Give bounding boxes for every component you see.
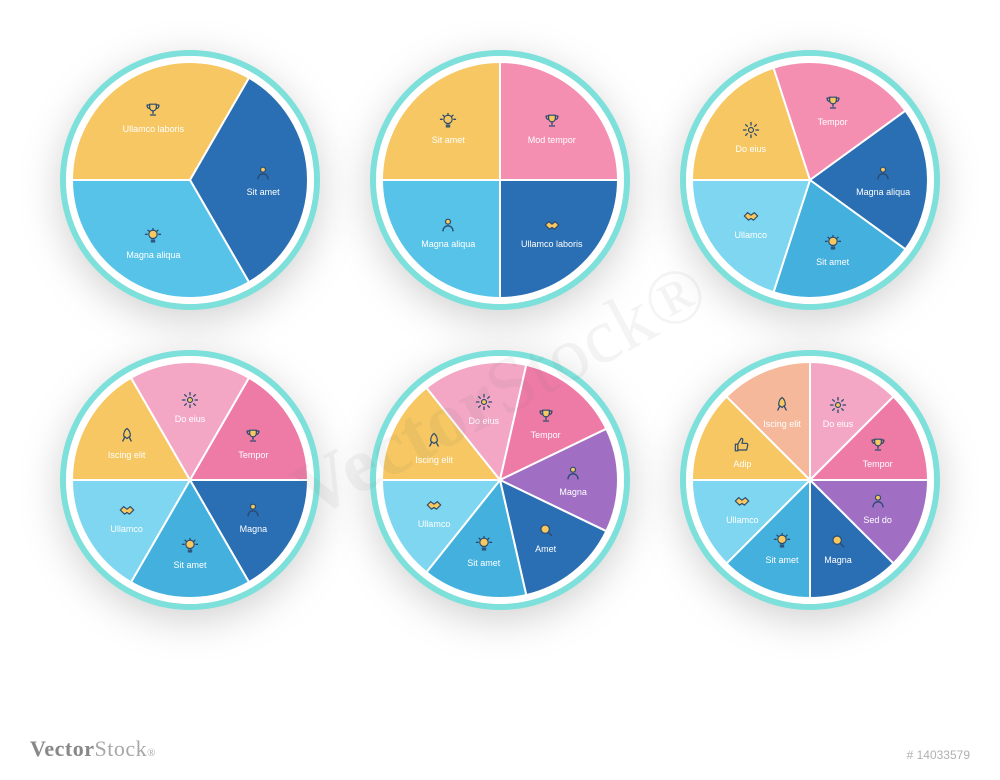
brand-bold: Vector — [30, 736, 95, 761]
pie-slice — [500, 62, 618, 180]
pie-chart-3: Ullamco laborisSit ametMagna aliqua — [60, 50, 320, 310]
pie-grid: Ullamco laborisSit ametMagna aliquaSit a… — [0, 0, 1000, 700]
pie-slice — [382, 62, 500, 180]
footer-brand: VectorStock® — [30, 736, 156, 762]
image-id: # 14033579 — [907, 748, 970, 762]
pie-chart-7: Iscing elitDo eiusTemporMagnaAmetSit ame… — [370, 350, 630, 610]
pie-chart-4: Sit ametMod temporUllamco laborisMagna a… — [370, 50, 630, 310]
pie-chart-6: Iscing elitDo eiusTemporMagnaSit ametUll… — [60, 350, 320, 610]
pie-slice — [382, 180, 500, 298]
brand-light: Stock — [95, 736, 148, 761]
pie-chart-8: AdipIscing elitDo eiusTemporSed doMagnaS… — [680, 350, 940, 610]
pie-chart-5: Do eiusTemporMagna aliquaSit ametUllamco — [680, 50, 940, 310]
pie-slice — [500, 180, 618, 298]
